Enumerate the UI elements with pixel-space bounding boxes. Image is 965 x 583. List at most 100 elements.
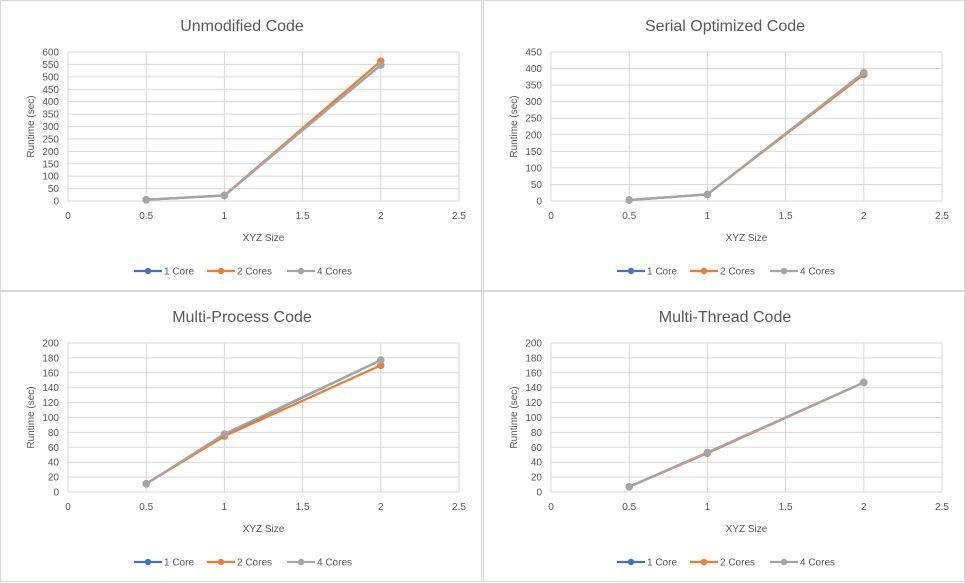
legend-marker <box>700 267 708 275</box>
legend-label: 2 Cores <box>720 267 755 278</box>
chart-unmodified-code: Unmodified Code0501001502002503003504004… <box>26 18 466 278</box>
legend-label: 4 Cores <box>800 558 835 569</box>
legend-marker <box>700 558 708 566</box>
legend-label: 1 Core <box>647 267 677 278</box>
chart-multi-process-code: Multi-Process Code0204060801001201401601… <box>26 309 466 569</box>
series-line-2-cores <box>146 60 382 201</box>
y-tick-label: 450 <box>42 85 59 96</box>
legend: 1 Core 2 Cores 4 Cores <box>134 558 352 569</box>
legend-marker <box>780 267 788 275</box>
y-tick-label: 100 <box>525 163 542 174</box>
series-2-cores <box>142 57 385 204</box>
chart-title: Multi-Process Code <box>172 309 312 326</box>
y-tick-label: 400 <box>525 64 542 75</box>
data-point-4-cores <box>703 448 712 457</box>
y-tick-label: 200 <box>42 339 59 350</box>
legend-marker <box>217 267 225 275</box>
chart-title: Multi-Thread Code <box>659 309 792 326</box>
y-tick-label: 0 <box>53 488 59 499</box>
x-axis-title: XYZ Size <box>243 524 285 535</box>
legend: 1 Core 2 Cores 4 Cores <box>617 267 835 278</box>
legend-label: 2 Cores <box>237 558 272 569</box>
y-tick-label: 140 <box>42 383 59 394</box>
y-tick-label: 250 <box>525 114 542 125</box>
y-tick-label: 20 <box>48 473 60 484</box>
y-tick-label: 150 <box>42 159 59 170</box>
chart-panel-multi-process[interactable]: Multi-Process Code 0 20 40 60 80 100 120 140 160 1… <box>0 291 482 582</box>
legend-label: 4 Cores <box>800 267 835 278</box>
y-tick-label: 100 <box>42 172 59 183</box>
series-4-cores <box>625 378 868 491</box>
x-tick-label: 1.5 <box>296 502 310 513</box>
x-tick-label: 1.5 <box>779 211 793 222</box>
x-tick-label: 0.5 <box>139 211 153 222</box>
legend-marker <box>217 558 225 566</box>
x-tick-label: 0.5 <box>139 502 153 513</box>
x-tick-label: 0.5 <box>622 502 636 513</box>
y-tick-label: 150 <box>525 147 542 158</box>
legend-label: 1 Core <box>647 558 677 569</box>
data-point-4-cores <box>220 191 229 199</box>
y-tick-label: 200 <box>525 130 542 141</box>
series-line-4-cores <box>629 71 865 202</box>
legend-item-1-core: 1 Core <box>134 558 194 569</box>
y-tick-label: 180 <box>525 353 542 364</box>
data-point-4-cores <box>142 480 150 488</box>
chart-serial-optimized-code: Serial Optimized Code 0 50 100 150 200 250 300 3… <box>509 18 949 278</box>
x-tick-label: 0 <box>548 502 554 513</box>
y-tick-label: 500 <box>42 72 59 83</box>
y-tick-label: 60 <box>48 443 60 454</box>
series-4-cores <box>142 61 385 204</box>
x-tick-label: 1.5 <box>296 211 310 222</box>
y-tick-label: 250 <box>42 134 59 145</box>
chart-panel-unmodified[interactable]: Unmodified Code 0 50 100 150 200 250 300 350 400 4… <box>0 0 482 291</box>
data-point-4-cores <box>860 68 868 77</box>
series-line-1-core <box>146 64 382 201</box>
x-tick-label: 2 <box>378 502 384 513</box>
legend-item-4-cores: 4 Cores <box>770 267 835 278</box>
y-tick-label: 100 <box>525 413 542 424</box>
series-line-1-core <box>629 72 865 202</box>
legend-item-2-cores: 2 Cores <box>207 558 272 569</box>
y-tick-label: 600 <box>42 48 59 59</box>
legend-label: 1 Core <box>164 267 194 278</box>
x-tick-label: 0 <box>65 211 71 222</box>
y-axis-title: Runtime (sec) <box>26 95 37 157</box>
x-tick-label: 1 <box>705 211 711 222</box>
chart-title: Unmodified Code <box>180 18 304 35</box>
x-tick-label: 1.5 <box>779 502 793 513</box>
y-tick-label: 160 <box>525 368 542 379</box>
legend-marker <box>780 558 788 566</box>
y-tick-label: 0 <box>536 197 542 208</box>
series-4-cores <box>625 68 868 204</box>
x-tick-label: 2 <box>861 502 867 513</box>
legend-label: 2 Cores <box>720 558 755 569</box>
x-tick-label: 2.5 <box>452 211 466 222</box>
y-tick-label: 400 <box>42 97 59 108</box>
legend-item-2-cores: 2 Cores <box>690 558 755 569</box>
legend-marker <box>297 267 305 275</box>
y-tick-label: 450 <box>525 48 542 59</box>
data-point-4-cores <box>625 483 633 491</box>
chart-panel-multi-thread[interactable]: Multi-Thread Code 0 20 40 60 80 100 120 140 160 18… <box>483 291 965 582</box>
legend-label: 4 Cores <box>317 558 352 569</box>
legend-marker <box>297 558 305 566</box>
legend: 1 Core 2 Cores 4 Cores <box>617 558 835 569</box>
chart-title: Serial Optimized Code <box>645 18 805 35</box>
y-tick-label: 50 <box>48 184 60 195</box>
series-1-core <box>142 61 385 204</box>
y-tick-label: 80 <box>48 428 60 439</box>
data-point-4-cores <box>860 378 868 387</box>
y-tick-label: 120 <box>42 398 59 409</box>
data-point-4-cores <box>142 196 150 204</box>
chart-panel-serial-optimized[interactable]: Serial Optimized Code 0 50 100 150 200 250 300 3… <box>483 0 965 291</box>
x-tick-label: 2 <box>861 211 867 222</box>
x-axis-title: XYZ Size <box>243 233 285 244</box>
series-line-1-core <box>145 359 382 485</box>
legend: 1 Core 2 Cores 4 Cores <box>134 267 352 278</box>
data-point-4-cores <box>377 61 385 69</box>
y-axis-title: Runtime (sec) <box>509 95 520 157</box>
y-tick-label: 60 <box>531 443 543 454</box>
legend-item-2-cores: 2 Cores <box>690 267 755 278</box>
data-point-4-cores <box>377 356 385 364</box>
